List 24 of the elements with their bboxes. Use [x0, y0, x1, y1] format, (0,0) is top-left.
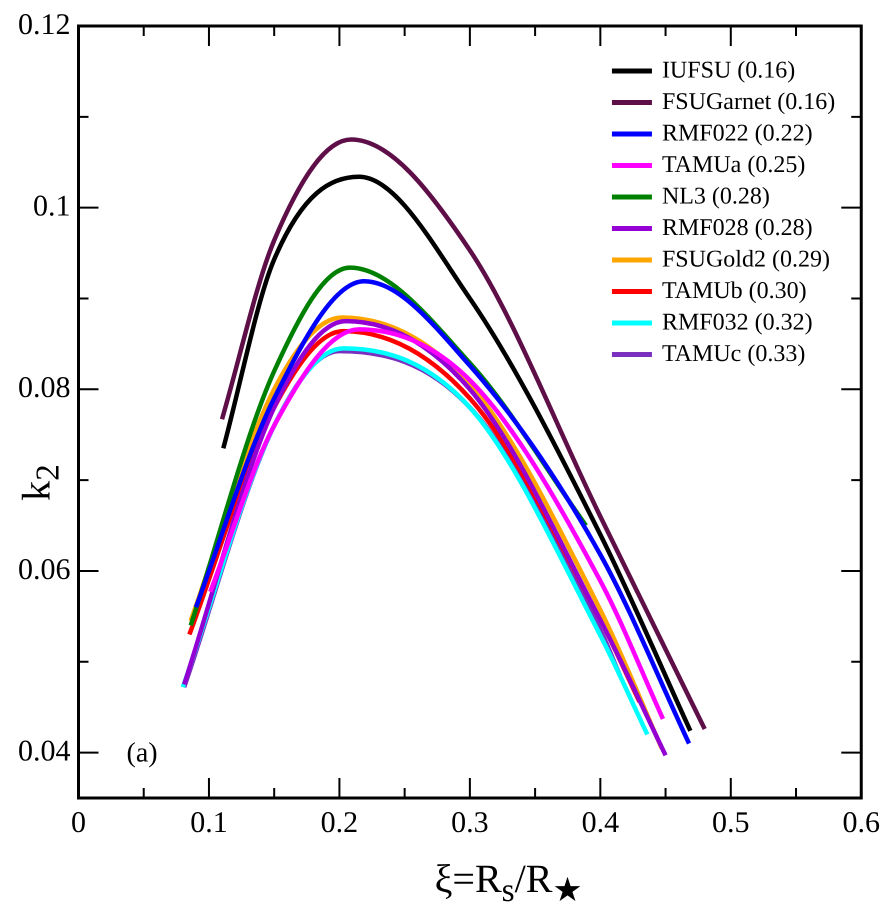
y-tick-label: 0.04: [18, 734, 70, 768]
x-tick-label: 0.3: [451, 806, 489, 839]
legend-label: RMF028 (0.28): [662, 214, 813, 241]
annotation: (a): [126, 737, 158, 768]
x-tick-label: 0.4: [582, 806, 620, 839]
legend-label: IUFSU (0.16): [662, 57, 796, 84]
x-tick-label: 0.5: [712, 806, 750, 839]
y-tick-label: 0.12: [18, 8, 70, 41]
legend-label: NL3 (0.28): [662, 183, 770, 210]
legend-label: FSUGold2 (0.29): [662, 246, 830, 272]
y-tick-label: 0.08: [18, 371, 70, 404]
legend-label: RMF022 (0.22): [662, 120, 813, 146]
x-tick-label: 0.2: [320, 806, 358, 839]
x-tick-label: 0.6: [842, 806, 880, 839]
legend-label: FSUGarnet (0.16): [662, 88, 836, 115]
legend-label: RMF032 (0.32): [662, 309, 813, 336]
y-tick-label: 0.06: [18, 552, 70, 586]
x-tick-label: 0: [71, 806, 86, 839]
legend-label: TAMUa (0.25): [662, 152, 806, 178]
legend-label: TAMUb (0.30): [662, 278, 807, 304]
x-axis-title: ξ=R$_{s}$/R$_{★}$: [434, 855, 584, 910]
x-tick-label: 0.1: [190, 806, 228, 839]
legend-label: TAMUc (0.33): [662, 340, 806, 367]
y-tick-label: 0.1: [33, 190, 70, 223]
